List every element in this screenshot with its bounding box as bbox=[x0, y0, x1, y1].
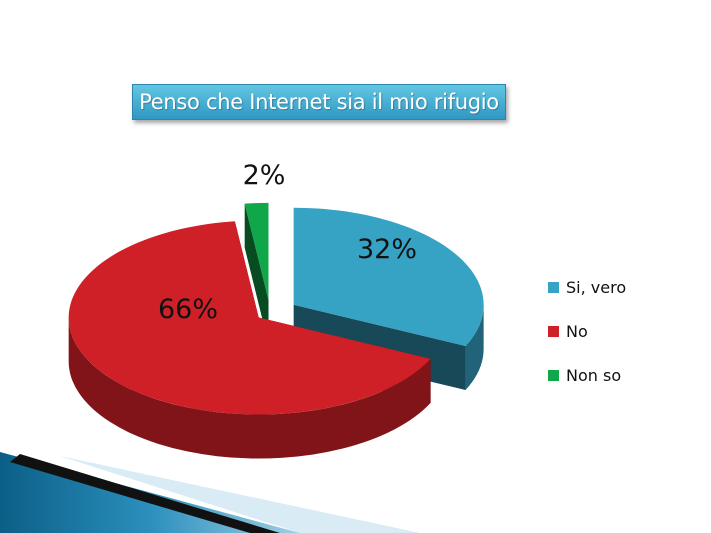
legend-label-non-so: Non so bbox=[566, 366, 621, 385]
legend-item-no: No bbox=[548, 320, 698, 342]
corner-decoration bbox=[0, 446, 420, 533]
legend-item-si-vero: Si, vero bbox=[548, 276, 698, 298]
legend-swatch-si-vero bbox=[548, 282, 559, 293]
legend-label-si-vero: Si, vero bbox=[566, 278, 626, 297]
legend-swatch-no bbox=[548, 326, 559, 337]
legend-label-no: No bbox=[566, 322, 588, 341]
legend-item-non-so: Non so bbox=[548, 364, 698, 386]
legend: Si, vero No Non so bbox=[548, 276, 698, 408]
legend-swatch-non-so bbox=[548, 370, 559, 381]
data-label-non-so: 2% bbox=[243, 160, 286, 191]
data-label-si-vero: 32% bbox=[357, 234, 417, 265]
data-label-no: 66% bbox=[158, 294, 218, 325]
